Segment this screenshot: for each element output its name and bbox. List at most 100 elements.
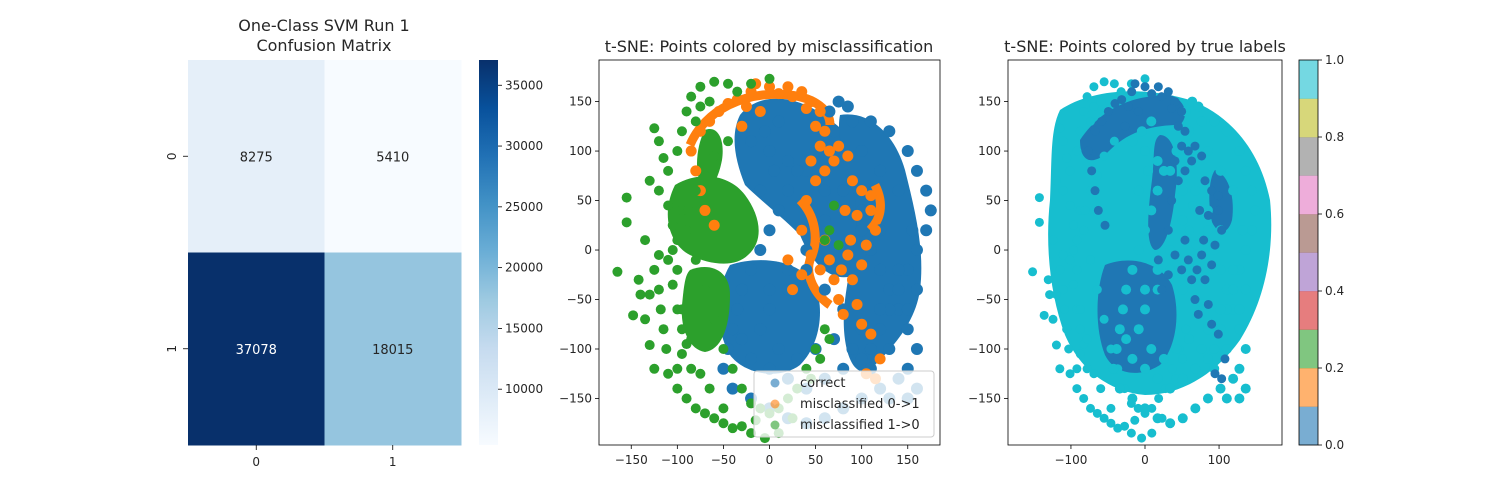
correct-point [910, 164, 923, 177]
label0-point [1110, 99, 1120, 109]
correct-point [855, 145, 868, 158]
mis10-point [681, 393, 692, 404]
mis10-point [676, 348, 687, 359]
label1-point [1152, 185, 1163, 196]
label1-point [1089, 82, 1099, 92]
label1-point [1096, 384, 1106, 394]
correct-point [846, 115, 859, 128]
label1-point [1127, 136, 1138, 147]
mis01-point [860, 239, 872, 251]
correct-point [772, 342, 785, 355]
label1-point [1177, 413, 1188, 424]
tsne-true-ytick-label-5: 100 [978, 144, 1001, 158]
mis10-point [621, 217, 632, 228]
label1-point [1109, 136, 1119, 146]
mis10-point [672, 363, 683, 374]
mis01-point [810, 120, 822, 132]
label0-cluster-right [1209, 170, 1233, 232]
label0-point [1093, 205, 1103, 215]
label1-point [1065, 255, 1075, 265]
label0-point [1217, 374, 1227, 384]
correct-point [768, 164, 781, 177]
tsne-true-ytick-label-1: −100 [968, 342, 1001, 356]
label1-point [1117, 304, 1128, 315]
label1-point [1068, 280, 1078, 290]
label1-point [1158, 165, 1169, 176]
label1-point [1165, 418, 1176, 429]
mis10-point [672, 264, 683, 275]
mis10-point [612, 266, 623, 277]
correct-point [754, 184, 767, 197]
mis10-point [653, 136, 664, 147]
label0-point [1187, 156, 1197, 166]
true-colorbar-segment-7 [1299, 137, 1318, 176]
correct-point [846, 342, 859, 355]
label0-point [1192, 265, 1202, 275]
label1-point [1130, 415, 1140, 425]
mis10-point [704, 383, 715, 394]
correct-point [920, 184, 933, 197]
mis10-point [732, 86, 743, 97]
label0-point [1133, 106, 1143, 116]
label1-point [1177, 215, 1188, 226]
correct-point [837, 184, 850, 197]
mis01-point [842, 249, 854, 261]
label1-point [1177, 354, 1187, 364]
label0-point [1187, 275, 1197, 285]
label1-point [1082, 92, 1092, 102]
label1-point [1127, 393, 1138, 404]
label1-point [1234, 146, 1245, 157]
label1-point [1140, 284, 1150, 295]
correct-point [874, 164, 887, 177]
legend-box [753, 370, 935, 438]
mis01-point [819, 125, 831, 137]
correct-point [874, 303, 887, 316]
label1-point [1140, 74, 1150, 84]
tsne-true-ytick-label-0: −150 [968, 391, 1001, 405]
correct-point [910, 342, 923, 355]
correct-point [754, 323, 767, 336]
mis01-point [787, 91, 799, 103]
label1-point [1158, 353, 1169, 364]
label1-point [1060, 304, 1070, 314]
mis01-point [754, 105, 766, 117]
label1-point [1184, 225, 1194, 235]
tsne-mis-ytick-label-1: −100 [559, 342, 592, 356]
mis10-point [658, 152, 669, 163]
heatmap-cbar-tick-label-0: 10000 [505, 382, 543, 396]
label1-point [1228, 264, 1239, 275]
correct-point [883, 125, 896, 138]
label0-point [1183, 146, 1193, 156]
label1-point [1082, 334, 1092, 344]
label1-point [1055, 123, 1065, 133]
label1-point [1215, 304, 1226, 315]
correct-point [763, 283, 776, 296]
label1-point [1079, 225, 1089, 235]
mis01-point [800, 102, 812, 114]
correct-point [832, 95, 845, 108]
mis10-point [709, 151, 720, 162]
correct-point [892, 263, 905, 276]
true-colorbar-segment-0 [1299, 406, 1318, 446]
correct-point [892, 283, 905, 296]
correct-point [791, 164, 804, 177]
label0-point [1213, 191, 1223, 201]
mis01-point [846, 274, 858, 286]
label0-point [1097, 116, 1107, 126]
tsne-mis-xtick-label-3: 0 [766, 453, 774, 467]
label1-point [1089, 369, 1099, 379]
label1-point [1237, 225, 1248, 236]
label1-point [1099, 77, 1109, 87]
mis10-point [819, 324, 830, 335]
mis01-point [865, 190, 877, 202]
correct-point [855, 352, 868, 365]
correct-point [823, 105, 836, 118]
label1-point [1072, 146, 1082, 156]
label1-point [1075, 304, 1085, 314]
tsne-mis-ytick-label-5: 100 [569, 144, 592, 158]
label0-point [1100, 220, 1110, 230]
heatmap-cell-value-0-1: 5410 [376, 150, 409, 165]
mis10-point [810, 343, 821, 354]
label1-point [1184, 334, 1195, 345]
mis01-point [814, 105, 826, 117]
